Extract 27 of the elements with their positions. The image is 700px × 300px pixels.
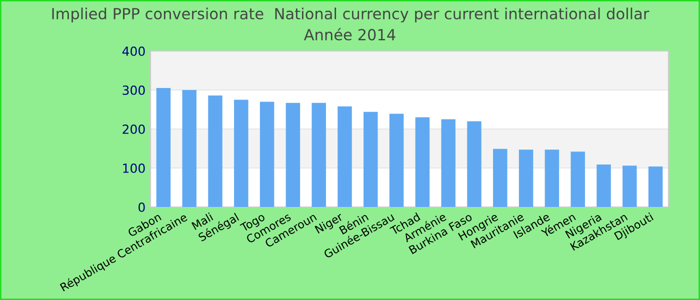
bar — [441, 119, 456, 207]
y-tick-label: 0 — [138, 202, 145, 212]
bar — [518, 150, 534, 207]
bar — [156, 88, 171, 207]
bar — [467, 121, 482, 207]
bar — [208, 95, 222, 207]
chart-subtitle: Année 2014 — [304, 28, 396, 40]
bar — [596, 164, 611, 207]
bar — [415, 117, 430, 207]
chart-title: Implied PPP conversion rate National currency per current international dollar — [52, 8, 650, 22]
y-tick-label: 200 — [122, 124, 145, 134]
bar — [286, 102, 300, 207]
bar — [544, 150, 560, 207]
bar — [338, 106, 352, 207]
bar — [364, 112, 378, 207]
bar — [389, 114, 404, 207]
bar — [648, 166, 663, 207]
bar — [493, 148, 508, 207]
bar — [182, 90, 196, 207]
bar — [260, 102, 274, 207]
y-tick-label: 100 — [123, 163, 145, 173]
bar — [570, 152, 585, 207]
y-tick-label: 300 — [122, 85, 145, 95]
bar — [622, 166, 637, 207]
bar — [234, 100, 248, 207]
y-tick-label: 400 — [122, 46, 145, 56]
bar — [312, 102, 326, 207]
